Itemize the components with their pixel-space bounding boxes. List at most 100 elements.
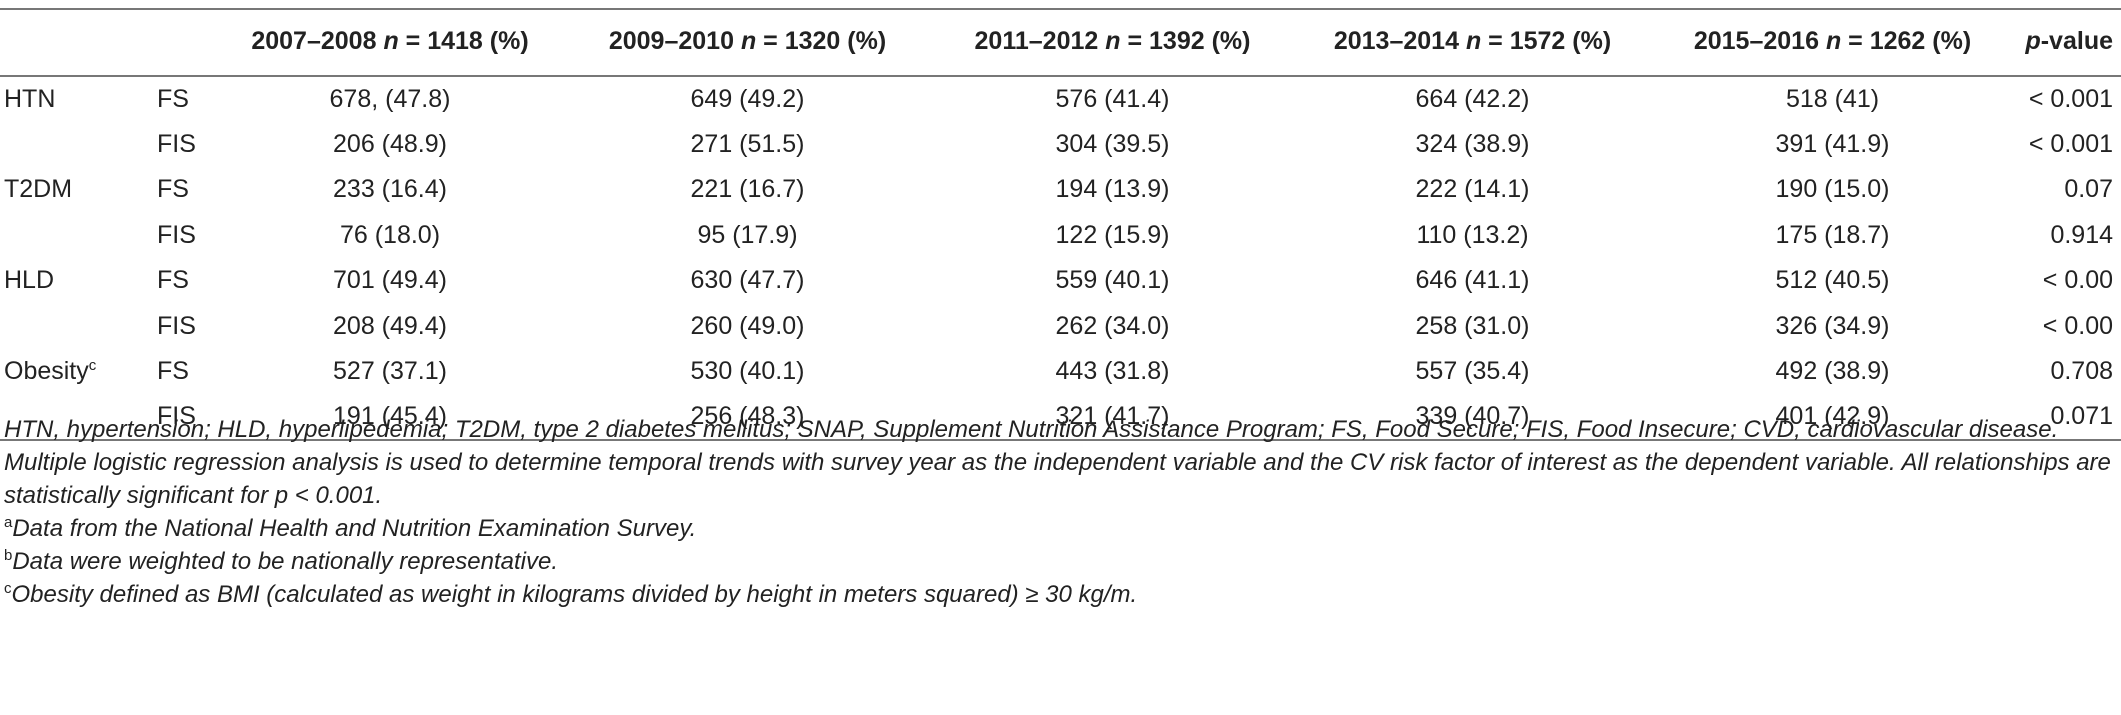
header-n-value: = 1262 (%) bbox=[1841, 27, 1972, 55]
footnote-b: bData were weighted to be nationally rep… bbox=[4, 545, 2114, 578]
table-row: T2DM FS 233 (16.4) 221 (16.7) 194 (13.9) 222 … bbox=[0, 167, 2121, 213]
footnote-text: Data from the National Health and Nutrit… bbox=[12, 515, 697, 542]
header-n-label: n bbox=[383, 27, 399, 55]
value-cell: 271 (51.5) bbox=[690, 129, 805, 158]
header-cell-group bbox=[145, 8, 215, 77]
header-n-value: = 1392 (%) bbox=[1120, 27, 1251, 55]
value-cell: 512 (40.5) bbox=[1775, 266, 1890, 295]
value-cell: 260 (49.0) bbox=[690, 311, 805, 340]
footnote-text: Obesity defined as BMI (calculated as we… bbox=[11, 581, 1138, 608]
header-cell-p-value: p-value bbox=[2015, 8, 2121, 77]
risk-factor-cell bbox=[0, 304, 145, 350]
value-cell: 191 (45.4) bbox=[215, 394, 565, 441]
value-cell: 557 (35.4) bbox=[1415, 357, 1530, 386]
abbreviations-note: HTN, hypertension; HLD, hyperlipedemia; … bbox=[4, 416, 2111, 509]
risk-factor-cell bbox=[0, 122, 145, 168]
group-cell: FIS bbox=[145, 394, 215, 441]
p-value-cell: 0.07 bbox=[2064, 175, 2113, 204]
value-cell: 233 (16.4) bbox=[333, 175, 447, 204]
header-n-label: n bbox=[1105, 27, 1121, 55]
table-notes: HTN, hypertension; HLD, hyperlipedemia; … bbox=[4, 413, 2114, 611]
value-cell: 576 (41.4) bbox=[1055, 84, 1170, 113]
header-n-value: = 1572 (%) bbox=[1481, 27, 1612, 55]
risk-factor-cell: HLD bbox=[0, 258, 145, 304]
header-n-label: n bbox=[1825, 27, 1842, 55]
risk-factor-label: T2DM bbox=[4, 175, 73, 204]
header-period: 2013–2014 bbox=[1333, 27, 1459, 55]
value-cell: 194 (13.9) bbox=[1055, 175, 1170, 204]
risk-factor-cell: Obesityc bbox=[0, 349, 145, 395]
group-cell: FS bbox=[157, 266, 189, 295]
header-period: 2009–2010 bbox=[608, 27, 734, 55]
p-value-cell: 0.071 bbox=[2015, 394, 2121, 441]
footnote-text: Data were weighted to be nationally repr… bbox=[12, 548, 559, 575]
risk-factor-cell: T2DM bbox=[0, 167, 145, 213]
header-cell-period: 2007–2008 n = 1418 (%) bbox=[215, 8, 565, 77]
data-table: 2007–2008 n = 1418 (%) 2009–2010 n = 132… bbox=[0, 8, 2121, 441]
p-value-cell: < 0.001 bbox=[2028, 84, 2113, 113]
footnote-mark: b bbox=[4, 547, 13, 564]
value-cell: 324 (38.9) bbox=[1415, 129, 1530, 158]
value-cell: 76 (18.0) bbox=[339, 220, 441, 249]
header-cell-period: 2009–2010 n = 1320 (%) bbox=[565, 8, 930, 77]
header-cell-period: 2013–2014 n = 1572 (%) bbox=[1295, 8, 1650, 77]
risk-factor-cell bbox=[0, 213, 145, 259]
header-p-rest: -value bbox=[2040, 27, 2113, 55]
group-cell: FS bbox=[157, 175, 189, 204]
value-cell: 518 (41) bbox=[1785, 84, 1880, 113]
value-cell: 262 (34.0) bbox=[1055, 311, 1170, 340]
value-cell: 492 (38.9) bbox=[1775, 357, 1890, 386]
header-n-label: n bbox=[1465, 27, 1482, 55]
value-cell: 321 (41.7) bbox=[930, 394, 1295, 441]
header-period: 2011–2012 bbox=[974, 27, 1099, 55]
value-cell: 95 (17.9) bbox=[697, 220, 798, 249]
table-row: Obesityc FS 527 (37.1) 530 (40.1) 443 (31.8)… bbox=[0, 349, 2121, 395]
value-cell: 110 (13.2) bbox=[1416, 220, 1529, 249]
table-row: FIS 206 (48.9) 271 (51.5) 304 (39.5) 324 (38… bbox=[0, 122, 2121, 168]
value-cell: 701 (49.4) bbox=[333, 266, 447, 295]
value-cell: 664 (42.2) bbox=[1415, 84, 1530, 113]
p-value-cell: 0.914 bbox=[2050, 220, 2113, 249]
footnote-a: aData from the National Health and Nutri… bbox=[4, 512, 2114, 545]
value-cell: 391 (41.9) bbox=[1775, 129, 1890, 158]
risk-factor-cell: HTN bbox=[0, 76, 145, 122]
table-row: HTN FS 678, (47.8) 649 (49.2) 576 (41.4) 664 … bbox=[0, 76, 2121, 122]
risk-factor-label: HLD bbox=[4, 266, 55, 295]
value-cell: 649 (49.2) bbox=[690, 84, 805, 113]
value-cell: 401 (42.9) bbox=[1650, 394, 2015, 441]
header-row: 2007–2008 n = 1418 (%) 2009–2010 n = 132… bbox=[0, 8, 2121, 77]
group-cell: FS bbox=[157, 357, 189, 386]
risk-factor-cell bbox=[0, 394, 145, 441]
header-period: 2015–2016 bbox=[1693, 27, 1819, 55]
group-cell: FS bbox=[157, 84, 189, 113]
header-cell-period: 2011–2012 n = 1392 (%) bbox=[930, 8, 1295, 77]
value-cell: 175 (18.7) bbox=[1775, 220, 1890, 249]
header-cell-period: 2015–2016 n = 1262 (%) bbox=[1650, 8, 2015, 77]
value-cell: 222 (14.1) bbox=[1415, 175, 1530, 204]
table-row: FIS 76 (18.0) 95 (17.9) 122 (15.9) 110 (13.2… bbox=[0, 213, 2121, 259]
risk-factor-label: HTN bbox=[4, 84, 56, 113]
table-row: HLD FS 701 (49.4) 630 (47.7) 559 (40.1) 646 (… bbox=[0, 258, 2121, 304]
value-cell: 122 (15.9) bbox=[1055, 220, 1170, 249]
value-cell: 530 (40.1) bbox=[690, 357, 805, 386]
header-n-value: = 1320 (%) bbox=[756, 27, 887, 55]
value-cell: 190 (15.0) bbox=[1775, 175, 1890, 204]
table-row: FIS 208 (49.4) 260 (49.0) 262 (34.0) 258 (31… bbox=[0, 304, 2121, 350]
value-cell: 258 (31.0) bbox=[1415, 311, 1530, 340]
group-cell: FIS bbox=[157, 129, 196, 158]
value-cell: 678, (47.8) bbox=[329, 84, 451, 113]
table-body: HTN FS 678, (47.8) 649 (49.2) 576 (41.4) 664 … bbox=[0, 76, 2121, 441]
p-value-cell: < 0.001 bbox=[2028, 129, 2113, 158]
value-cell: 326 (34.9) bbox=[1775, 311, 1890, 340]
footnote-mark: c bbox=[4, 580, 12, 597]
value-cell: 527 (37.1) bbox=[333, 357, 447, 386]
footnote-mark: a bbox=[4, 514, 13, 531]
p-value-cell: < 0.00 bbox=[2042, 266, 2113, 295]
value-cell: 443 (31.8) bbox=[1055, 357, 1170, 386]
header-cell-risk bbox=[0, 8, 145, 77]
header-n-value: = 1418 (%) bbox=[398, 27, 529, 55]
header-period: 2007–2008 bbox=[251, 27, 377, 55]
footnote-mark: c bbox=[88, 357, 97, 375]
value-cell: 630 (47.7) bbox=[690, 266, 805, 295]
